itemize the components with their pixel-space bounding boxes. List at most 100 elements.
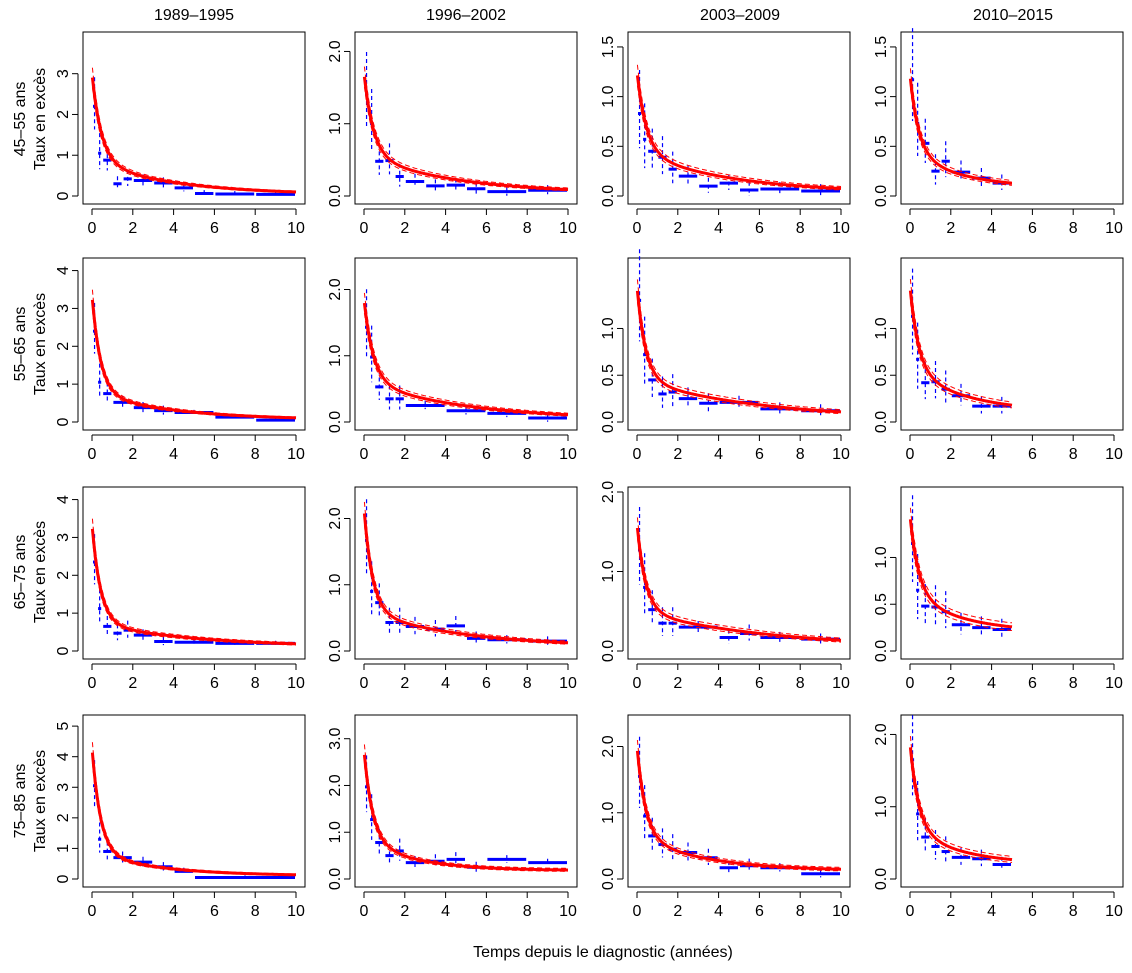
model-curve bbox=[90, 528, 297, 646]
y-tick-label: 3 bbox=[55, 533, 72, 542]
x-tick-label: 10 bbox=[1105, 903, 1123, 920]
x-tick-label: 6 bbox=[482, 446, 491, 463]
x-tick-label: 6 bbox=[1028, 903, 1037, 920]
panel-r1c4: 0 2 4 6 8 10 0.0 0.5 1.0 1.5 bbox=[873, 28, 1124, 237]
plot-frame bbox=[354, 486, 578, 660]
x-tick-label: 10 bbox=[1105, 220, 1123, 237]
y-tick-label: 1.0 bbox=[327, 574, 344, 596]
x-tick-label: 8 bbox=[796, 220, 805, 237]
y-tick-label: 0.5 bbox=[873, 135, 890, 157]
model-ci-lower bbox=[91, 538, 296, 646]
x-tick-label: 0 bbox=[88, 675, 97, 692]
x-tick-label: 0 bbox=[633, 675, 642, 692]
period-title-1996-2002: 1996–2002 bbox=[426, 7, 506, 24]
x-tick-label: 6 bbox=[210, 220, 219, 237]
model-ci-lower bbox=[363, 764, 568, 872]
model-ci-lower bbox=[909, 758, 1013, 863]
y-tick-label: 0.0 bbox=[600, 411, 617, 433]
model-curve bbox=[635, 75, 842, 190]
x-tick-label: 8 bbox=[523, 220, 532, 237]
age-group-label-55-65: 55–65 ans bbox=[12, 307, 29, 382]
x-tick-label: 4 bbox=[714, 446, 723, 463]
panel-r2c3: 0 2 4 6 8 10 0.0 0.5 1.0 bbox=[600, 249, 851, 463]
x-tick-label: 8 bbox=[523, 675, 532, 692]
y-tick-label: 2.0 bbox=[327, 774, 344, 796]
x-tick-label: 8 bbox=[1069, 220, 1078, 237]
ylabel-row-1: Taux en excès bbox=[32, 68, 49, 170]
panel-r1c3: 0 2 4 6 8 10 0.0 0.5 1.0 1.5 bbox=[600, 31, 851, 237]
model-curve bbox=[635, 290, 842, 414]
y-tick-label: 0.0 bbox=[600, 640, 617, 662]
x-tick-label: 4 bbox=[441, 220, 450, 237]
y-tick-label: 0.0 bbox=[327, 868, 344, 890]
x-tick-label: 10 bbox=[287, 446, 305, 463]
model-curve bbox=[362, 754, 568, 872]
x-tick-label: 10 bbox=[559, 220, 577, 237]
x-tick-label: 8 bbox=[796, 903, 805, 920]
x-tick-label: 8 bbox=[251, 446, 260, 463]
panel-r4c2: 0 2 4 6 8 10 0.0 1.0 2.0 3.0 bbox=[327, 714, 578, 920]
x-tick-label: 4 bbox=[714, 903, 723, 920]
x-tick-label: 2 bbox=[400, 220, 409, 237]
x-tick-label: 10 bbox=[287, 903, 305, 920]
x-tick-label: 10 bbox=[559, 446, 577, 463]
y-tick-label: 0.0 bbox=[873, 185, 890, 207]
x-tick-label: 10 bbox=[1105, 675, 1123, 692]
x-tick-label: 6 bbox=[1028, 675, 1037, 692]
y-tick-label: 2 bbox=[55, 571, 72, 580]
plot-frame bbox=[900, 714, 1124, 888]
model-ci-upper bbox=[363, 292, 569, 414]
model-ci-lower bbox=[363, 86, 569, 192]
x-tick-label: 0 bbox=[906, 675, 915, 692]
y-tick-label: 0.0 bbox=[873, 868, 890, 890]
plot-frame bbox=[354, 257, 578, 431]
model-curve bbox=[908, 290, 1013, 407]
x-tick-label: 0 bbox=[88, 220, 97, 237]
x-tick-label: 2 bbox=[400, 675, 409, 692]
y-tick-label: 1.0 bbox=[327, 821, 344, 843]
x-tick-label: 0 bbox=[360, 446, 369, 463]
x-tick-label: 6 bbox=[482, 220, 491, 237]
model-ci-upper bbox=[909, 507, 1012, 624]
y-tick-label: 0.5 bbox=[873, 593, 890, 615]
x-tick-label: 8 bbox=[251, 903, 260, 920]
x-tick-label: 0 bbox=[88, 446, 97, 463]
model-ci-upper bbox=[91, 518, 297, 644]
x-tick-label: 2 bbox=[128, 446, 137, 463]
model-ci-upper bbox=[636, 517, 842, 639]
model-ci-upper bbox=[91, 67, 297, 192]
plot-frame bbox=[627, 31, 851, 205]
model-ci-lower bbox=[636, 85, 841, 191]
model-ci-upper bbox=[636, 64, 842, 187]
y-tick-label: 1 bbox=[55, 151, 72, 160]
model-curve bbox=[635, 527, 842, 642]
y-tick-label: 0.0 bbox=[873, 411, 890, 433]
x-tick-label: 2 bbox=[128, 903, 137, 920]
y-tick-label: 1.0 bbox=[600, 802, 617, 824]
model-curve bbox=[908, 519, 1013, 629]
x-tick-label: 2 bbox=[400, 446, 409, 463]
model-ci-lower bbox=[363, 312, 569, 417]
y-tick-label: 1 bbox=[55, 844, 72, 853]
model-ci-upper bbox=[909, 68, 1013, 181]
x-tick-label: 0 bbox=[633, 446, 642, 463]
y-tick-label: 2.0 bbox=[327, 40, 344, 62]
model-ci-lower bbox=[636, 538, 842, 643]
x-tick-label: 6 bbox=[210, 903, 219, 920]
x-tick-label: 0 bbox=[906, 903, 915, 920]
x-tick-label: 2 bbox=[673, 675, 682, 692]
x-tick-label: 8 bbox=[1069, 903, 1078, 920]
y-tick-label: 0.0 bbox=[873, 640, 890, 662]
x-tick-label: 8 bbox=[251, 220, 260, 237]
x-tick-label: 6 bbox=[210, 446, 219, 463]
x-tick-label: 4 bbox=[987, 903, 996, 920]
x-tick-label: 0 bbox=[633, 903, 642, 920]
x-tick-label: 4 bbox=[441, 903, 450, 920]
x-tick-label: 4 bbox=[987, 675, 996, 692]
x-tick-label: 8 bbox=[1069, 675, 1078, 692]
period-title-1989-1995: 1989–1995 bbox=[154, 7, 234, 24]
panel-r3c2: 0 2 4 6 8 10 0.0 1.0 2.0 bbox=[327, 486, 578, 692]
y-tick-label: 2.0 bbox=[327, 278, 344, 300]
plot-frame bbox=[900, 257, 1124, 431]
